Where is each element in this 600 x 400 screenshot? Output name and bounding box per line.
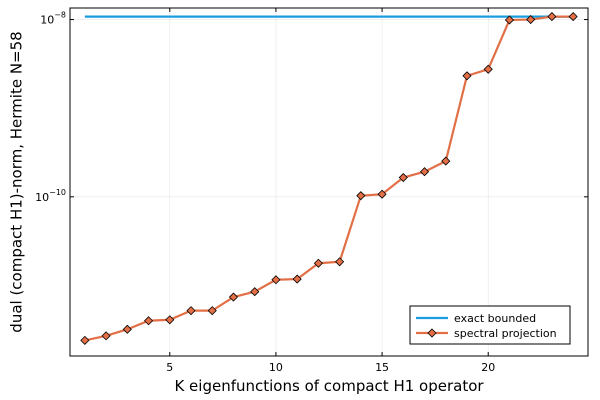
x-tick-label: 5 bbox=[166, 361, 173, 374]
plot-area bbox=[69, 7, 589, 357]
plot-frame bbox=[69, 7, 589, 357]
data-point-spectral-projection bbox=[313, 258, 323, 268]
data-point-spectral-projection bbox=[207, 306, 217, 316]
series-layer bbox=[80, 12, 578, 345]
data-point-spectral-projection bbox=[165, 315, 175, 325]
y-tick-label: 10−10 bbox=[35, 188, 66, 204]
y-axis-ticks: 10−10 10−8 bbox=[35, 11, 588, 204]
data-point-spectral-projection bbox=[250, 287, 260, 297]
data-point-spectral-projection bbox=[547, 12, 557, 22]
y-axis-label: dual (compact H1)-norm, Hermite N=58 bbox=[7, 31, 25, 332]
data-point-spectral-projection bbox=[441, 156, 451, 166]
legend-marker-spectral-projection bbox=[427, 328, 437, 338]
x-axis-label: K eigenfunctions of compact H1 operator bbox=[174, 377, 484, 395]
legend-box bbox=[409, 305, 571, 345]
data-point-spectral-projection bbox=[122, 324, 132, 334]
x-tick-label: 20 bbox=[481, 361, 495, 374]
data-point-spectral-projection bbox=[228, 292, 239, 302]
legend-label-spectral-projection: spectral projection bbox=[454, 327, 557, 340]
data-point-spectral-projection bbox=[356, 191, 366, 201]
data-point-spectral-projection bbox=[186, 306, 196, 316]
data-point-spectral-projection bbox=[335, 257, 345, 267]
data-point-spectral-projection bbox=[483, 64, 493, 74]
x-tick-label: 15 bbox=[375, 361, 389, 374]
data-point-spectral-projection bbox=[143, 316, 154, 326]
data-point-spectral-projection bbox=[377, 189, 387, 199]
plot-background bbox=[70, 8, 588, 356]
data-point-spectral-projection bbox=[292, 274, 302, 284]
data-point-spectral-projection bbox=[101, 331, 111, 341]
data-point-spectral-projection bbox=[462, 71, 472, 81]
y-tick-label: 10−8 bbox=[40, 11, 66, 27]
data-point-spectral-projection bbox=[526, 14, 536, 25]
data-point-spectral-projection bbox=[271, 275, 281, 285]
data-point-spectral-projection bbox=[398, 172, 408, 183]
x-axis-ticks: 5 10 15 20 bbox=[166, 8, 495, 374]
data-point-spectral-projection bbox=[419, 167, 430, 177]
data-point-spectral-projection bbox=[568, 12, 578, 22]
legend-label-exact-bounded: exact bounded bbox=[454, 312, 536, 325]
legend: exact bounded spectral projection bbox=[409, 305, 571, 345]
data-point-spectral-projection bbox=[80, 335, 90, 345]
data-point-spectral-projection bbox=[504, 15, 515, 25]
x-tick-label: 10 bbox=[269, 361, 283, 374]
